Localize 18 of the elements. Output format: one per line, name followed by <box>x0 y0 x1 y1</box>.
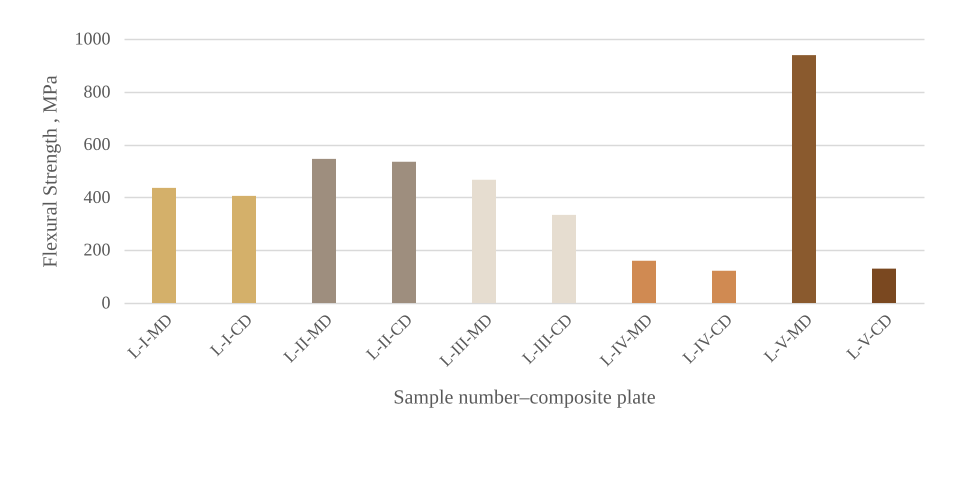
bar <box>312 158 336 303</box>
bar <box>552 214 576 303</box>
y-tick-label: 200 <box>84 240 110 260</box>
bar <box>632 260 656 303</box>
y-axis-title: Flexural Strength , MPa <box>40 75 62 268</box>
y-tick-label: 1000 <box>74 28 110 48</box>
bar <box>152 188 176 303</box>
bar <box>232 196 256 303</box>
bar <box>792 55 816 303</box>
y-tick-label: 600 <box>84 134 110 154</box>
bar <box>712 270 736 303</box>
y-tick-label: 0 <box>102 292 110 312</box>
y-tick-label: 800 <box>84 81 110 102</box>
y-tick-label: 400 <box>84 186 110 207</box>
bar <box>392 162 416 303</box>
bar <box>472 180 496 303</box>
bar <box>872 268 896 303</box>
x-axis-title: Sample number–composite plate <box>393 386 656 409</box>
